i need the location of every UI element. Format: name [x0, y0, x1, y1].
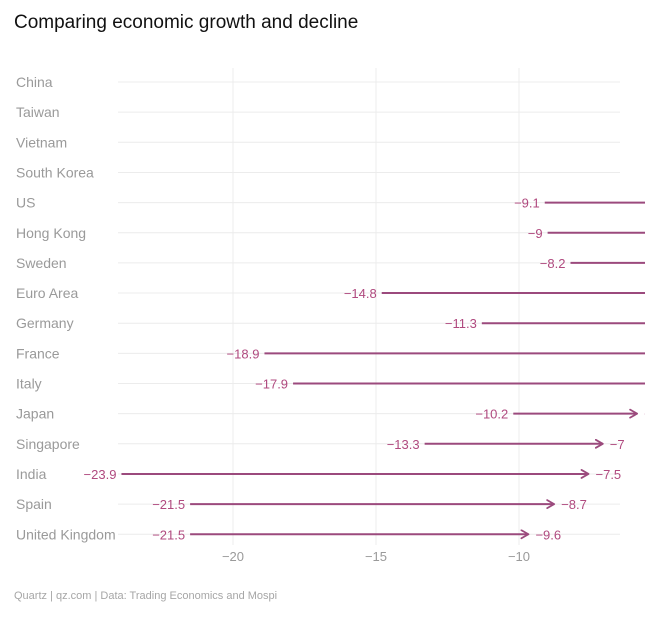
category-label: China	[16, 74, 53, 90]
category-label: Hong Kong	[16, 225, 86, 241]
category-label: Spain	[16, 496, 52, 512]
category-label: Taiwan	[16, 104, 60, 120]
chart-title: Comparing economic growth and decline	[14, 12, 359, 33]
value-label-from: −9	[528, 226, 543, 241]
category-labels: China Taiwan Vietnam South Korea US Hong Kong…	[16, 74, 116, 542]
value-label-to: −9.6	[535, 527, 561, 542]
source-note: Quartz | qz.com | Data: Trading Economic…	[14, 590, 278, 602]
value-label-from: −8.2	[540, 256, 566, 271]
category-label: US	[16, 195, 35, 211]
x-tick-label: −10	[508, 549, 530, 564]
value-label-to: −7.5	[596, 467, 622, 482]
x-tick-label: −20	[222, 549, 244, 564]
arrows	[121, 201, 645, 540]
category-label: Vietnam	[16, 134, 67, 150]
category-label: Italy	[16, 376, 42, 392]
value-label-from: −18.9	[227, 346, 260, 361]
category-label: Sweden	[16, 255, 67, 271]
category-label: Euro Area	[16, 285, 78, 301]
value-labels: 3.24.9−0.63.30.42.62−2.7−1.3−9.1−2.9−9−3…	[84, 196, 645, 543]
category-label: Japan	[16, 406, 54, 422]
value-label-to: −7	[610, 437, 625, 452]
value-label-from: −23.9	[84, 467, 117, 482]
category-label: Germany	[16, 315, 74, 331]
value-label-from: −9.1	[514, 196, 540, 211]
value-label-from: −21.5	[152, 527, 185, 542]
category-label: United Kingdom	[16, 526, 116, 542]
category-label: South Korea	[16, 164, 94, 180]
x-axis: −20−15−10−505	[222, 549, 530, 564]
category-label: France	[16, 345, 60, 361]
value-label-from: −13.3	[387, 437, 420, 452]
value-label-from: −11.3	[445, 316, 477, 331]
category-label: Singapore	[16, 436, 80, 452]
value-label-from: −10.2	[475, 407, 508, 422]
value-label-to: −8.7	[561, 497, 587, 512]
value-label-from: −17.9	[255, 377, 288, 392]
x-tick-label: −15	[365, 549, 387, 564]
value-label-from: −14.8	[344, 286, 377, 301]
value-label-from: −21.5	[152, 497, 185, 512]
category-label: India	[16, 466, 47, 482]
